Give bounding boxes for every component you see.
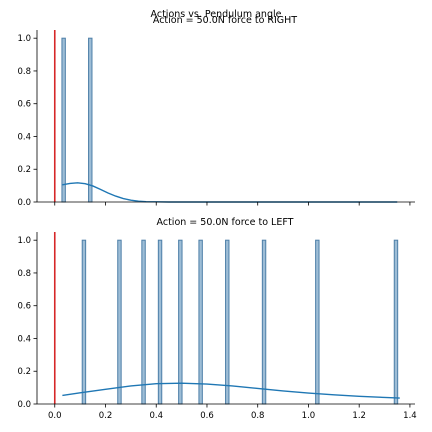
y-tick-label: 0.4: [17, 132, 31, 142]
panel-right: Action = 50.0N force to RIGHT 0.0 0.2 0.4 0…: [17, 15, 415, 208]
panel-left: Action = 50.0N force to LEFT 0.0 0.2 0.4 0.…: [17, 217, 416, 421]
y-tick-label: 0.0: [17, 400, 31, 410]
x-tick-label: 1.2: [352, 411, 366, 421]
y-tick-label: 0.2: [17, 367, 31, 377]
y-tick-label: 0.8: [17, 67, 31, 77]
x-tick-label: 0.0: [48, 411, 62, 421]
histogram-bar: [141, 239, 146, 405]
kde-curve: [62, 182, 398, 203]
histogram-bar: [88, 37, 93, 203]
histogram-bar: [178, 239, 183, 405]
histogram-bar: [198, 239, 203, 405]
y-tick-label: 0.0: [17, 198, 31, 208]
y-tick-label: 1.0: [17, 34, 31, 44]
y-tick-label: 1.0: [17, 236, 31, 246]
histogram-bar: [225, 239, 230, 405]
x-tick-label: 0.2: [99, 411, 113, 421]
histogram-bar: [315, 239, 320, 405]
y-tick-label: 0.8: [17, 269, 31, 279]
histogram-bar: [261, 239, 267, 405]
x-tick-label: 0.6: [200, 411, 214, 421]
histogram-bar: [81, 239, 87, 405]
y-tick-label: 0.6: [17, 100, 31, 110]
kde-curve: [62, 382, 400, 399]
panel-left-title: Action = 50.0N force to LEFT: [157, 217, 294, 228]
y-tick-label: 0.6: [17, 302, 31, 312]
panel-right-title: Action = 50.0N force to RIGHT: [153, 15, 297, 26]
x-tick-label: 0.8: [251, 411, 265, 421]
histogram-bar: [393, 239, 399, 405]
histogram-bar: [117, 239, 122, 405]
y-tick-label: 0.2: [17, 165, 31, 175]
x-tick-label: 1.4: [403, 411, 417, 421]
figure-suptitle: Actions vs. Pendulum angle: [151, 9, 282, 20]
histogram-bar: [157, 239, 163, 405]
histogram-bar: [61, 37, 66, 203]
x-tick-label: 1.0: [302, 411, 316, 421]
x-tick-label: 0.4: [149, 411, 163, 421]
y-tick-label: 0.4: [17, 334, 31, 344]
